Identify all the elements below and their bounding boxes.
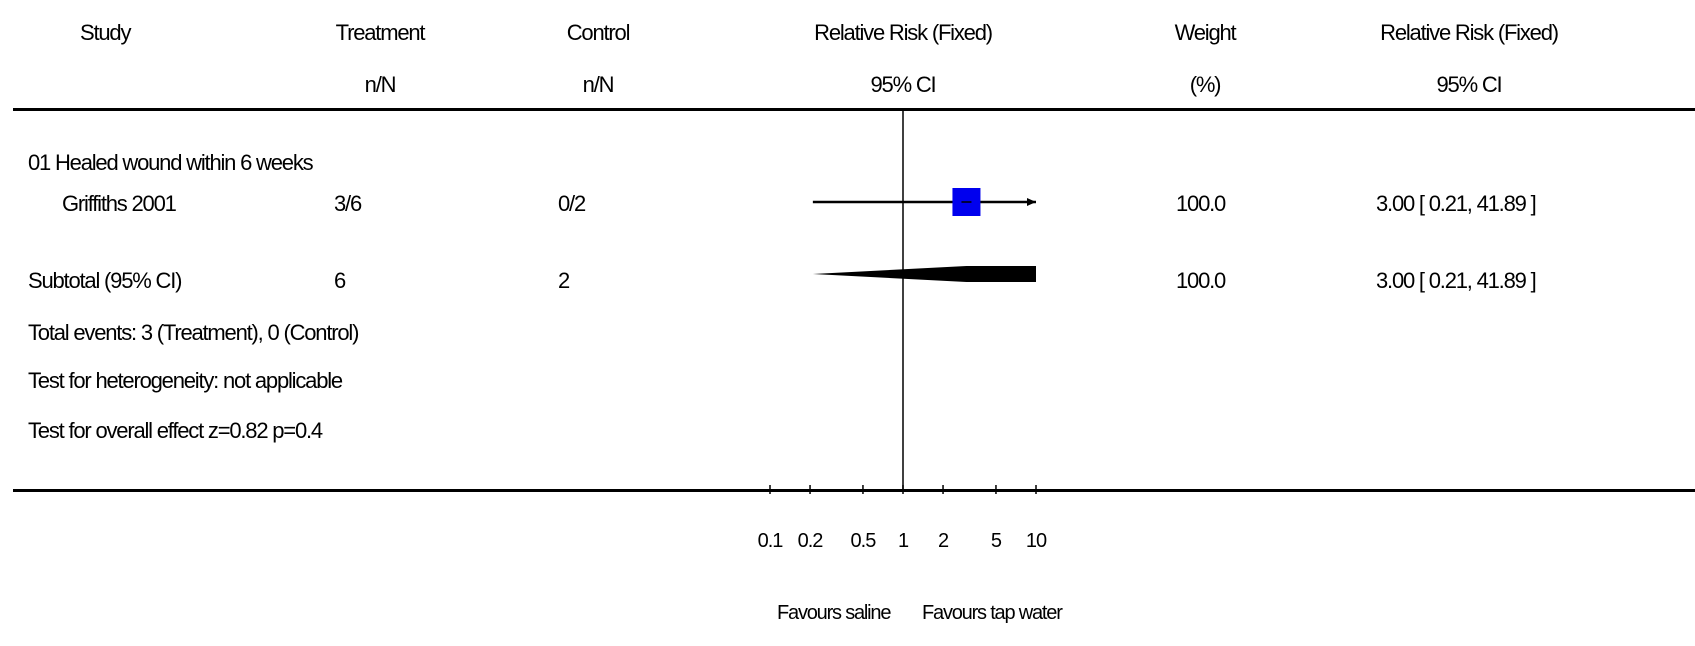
header-treatment-sub: n/N xyxy=(364,72,397,97)
x-tick-label: 0.1 xyxy=(758,530,784,552)
favours-right-label: Favours tap water xyxy=(922,602,1063,624)
header-weight-sub: (%) xyxy=(1189,72,1222,97)
header-weight: Weight xyxy=(1174,20,1237,45)
header-treatment: Treatment xyxy=(335,20,426,45)
study-weight: 100.0 xyxy=(1176,191,1226,216)
header-relative-risk-right-ci: 95% CI xyxy=(1436,72,1503,97)
bottom-rule xyxy=(13,489,1695,492)
x-axis: 0.1 0.2 0.5 1 2 5 10 xyxy=(758,485,1048,552)
subtotal-label: Subtotal (95% CI) xyxy=(28,268,182,293)
favours-left-label: Favours saline xyxy=(777,602,891,624)
study-control: 0/2 xyxy=(558,191,586,216)
group-label: 01 Healed wound within 6 weeks xyxy=(28,150,314,175)
subtotal-ci-text: 3.00 [ 0.21, 41.89 ] xyxy=(1376,268,1537,293)
header-rule xyxy=(13,108,1695,111)
study-ci-text: 3.00 [ 0.21, 41.89 ] xyxy=(1376,191,1537,216)
subtotal-weight: 100.0 xyxy=(1176,268,1226,293)
subtotal-treatment: 6 xyxy=(334,268,346,293)
header-relative-risk-ci: 95% CI xyxy=(870,72,937,97)
x-tick-label: 5 xyxy=(991,530,1002,552)
heterogeneity-text: Test for heterogeneity: not applicable xyxy=(28,368,343,393)
subtotal-diamond xyxy=(812,266,1036,282)
header-control: Control xyxy=(566,20,631,45)
subtotal-estimate xyxy=(812,266,1036,282)
header-relative-risk: Relative Risk (Fixed) xyxy=(814,20,993,45)
x-tick-label: 0.2 xyxy=(798,530,824,552)
subtotal-control: 2 xyxy=(558,268,570,293)
header-control-sub: n/N xyxy=(582,72,615,97)
total-events-text: Total events: 3 (Treatment), 0 (Control) xyxy=(28,320,359,345)
study-ci-arrow xyxy=(1027,198,1036,206)
x-tick-label: 2 xyxy=(938,530,949,552)
x-tick-label: 10 xyxy=(1026,530,1047,552)
study-treatment: 3/6 xyxy=(334,191,362,216)
x-tick-label: 1 xyxy=(898,530,909,552)
header-study: Study xyxy=(80,20,131,45)
study-name: Griffiths 2001 xyxy=(62,191,177,216)
x-tick-label: 0.5 xyxy=(851,530,877,552)
header-relative-risk-right: Relative Risk (Fixed) xyxy=(1380,20,1559,45)
study-estimates xyxy=(812,188,1036,216)
overall-effect-text: Test for overall effect z=0.82 p=0.4 xyxy=(28,418,323,443)
